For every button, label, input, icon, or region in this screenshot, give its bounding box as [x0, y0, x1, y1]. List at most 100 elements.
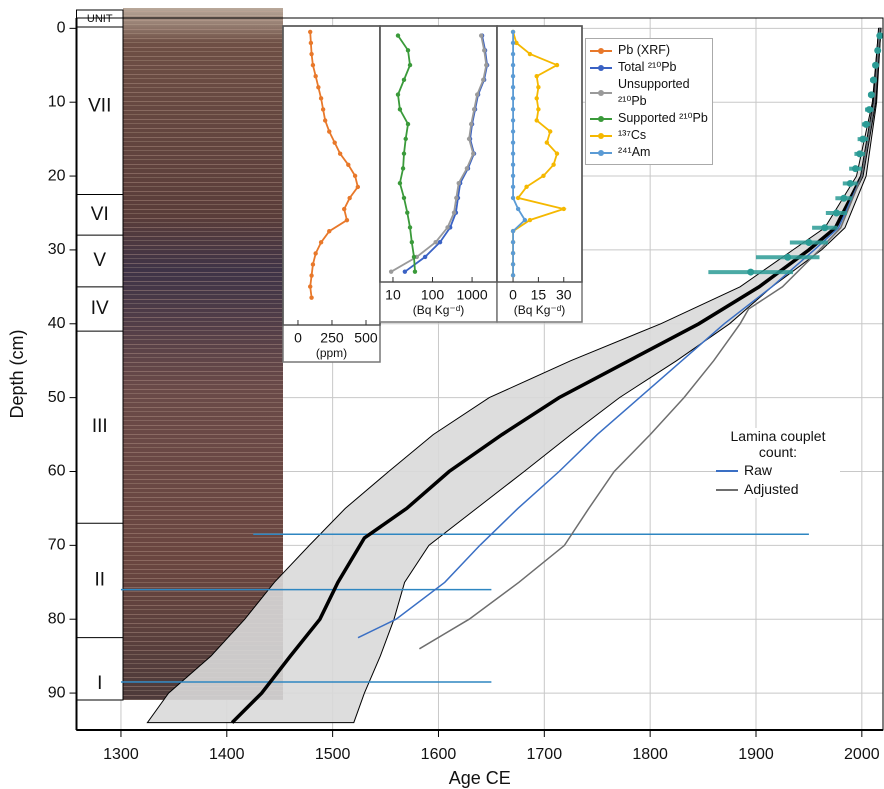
legend-swatch	[590, 50, 612, 52]
age-point	[872, 62, 879, 69]
profile-point	[309, 52, 313, 56]
y-tick-label: 30	[48, 241, 66, 258]
legend-item: Adjusted	[716, 481, 840, 498]
legend-label: ²⁴¹Am	[618, 144, 650, 161]
legend-item: ¹³⁷Cs	[590, 127, 708, 144]
y-tick-label: 20	[48, 167, 66, 184]
unit-column	[77, 18, 124, 700]
profile-point	[548, 129, 552, 133]
legend-item: Supported ²¹⁰Pb	[590, 110, 708, 127]
inset-axis-label: (Bq Kg⁻ᵈ)	[514, 303, 566, 317]
unit-header: UNIT	[87, 13, 113, 25]
inset-tick-label: 1000	[456, 287, 487, 303]
age-point	[821, 224, 828, 231]
profile-point	[327, 129, 331, 133]
profile-point	[396, 33, 400, 37]
legend-label: Unsupported ²¹⁰Pb	[618, 76, 708, 110]
profile-point	[433, 240, 437, 244]
y-tick-label: 0	[57, 20, 66, 37]
unit-label: II	[94, 569, 105, 590]
profile-point	[511, 273, 515, 277]
profile-point	[406, 122, 410, 126]
legend-item: ²⁴¹Am	[590, 144, 708, 161]
inset-tick-label: 15	[531, 287, 547, 303]
legend-label: Pb (XRF)	[618, 42, 670, 59]
legend-swatch	[590, 118, 612, 120]
profile-point	[412, 255, 416, 259]
profile-point	[471, 151, 475, 155]
y-tick-label: 60	[48, 463, 66, 480]
profile-point	[535, 96, 539, 100]
inset-panel	[380, 26, 497, 322]
profile-point	[345, 218, 349, 222]
profile-point	[319, 240, 323, 244]
unit-label: I	[97, 673, 102, 694]
legend-title: Lamina couplet count:	[716, 428, 840, 460]
profile-point	[511, 174, 515, 178]
profile-point	[406, 48, 410, 52]
x-tick-label: 1900	[738, 746, 774, 763]
profile-point	[562, 207, 566, 211]
profile-point	[481, 78, 485, 82]
y-tick-label: 50	[48, 389, 66, 406]
profile-point	[545, 140, 549, 144]
profile-point	[311, 63, 315, 67]
profile-point	[313, 74, 317, 78]
profile-point	[413, 269, 417, 273]
profile-point	[338, 152, 342, 156]
profile-point	[438, 240, 442, 244]
profile-point	[308, 284, 312, 288]
profile-point	[511, 30, 515, 34]
profile-point	[511, 107, 515, 111]
age-point	[856, 150, 863, 157]
profile-point	[511, 185, 515, 189]
profile-point	[309, 295, 313, 299]
profile-point	[511, 85, 515, 89]
profile-point	[511, 240, 515, 244]
profile-point	[347, 196, 351, 200]
profile-point	[398, 107, 402, 111]
profile-point	[319, 96, 323, 100]
age-point	[784, 254, 791, 261]
legend-swatch	[590, 92, 612, 94]
profile-point	[511, 52, 515, 56]
profile-point	[524, 185, 528, 189]
profile-point	[445, 225, 449, 229]
y-tick-label: 80	[48, 610, 66, 627]
legend-label: ¹³⁷Cs	[618, 127, 646, 144]
x-tick-label: 2000	[844, 746, 880, 763]
profile-point	[408, 63, 412, 67]
profile-point	[516, 207, 520, 211]
age-point	[840, 195, 847, 202]
legend-label: Total ²¹⁰Pb	[618, 59, 677, 76]
inset-tick-label: 250	[320, 330, 344, 346]
unit-label: VII	[88, 95, 111, 116]
legend-item: Unsupported ²¹⁰Pb	[590, 76, 708, 110]
profile-point	[535, 74, 539, 78]
unit-label: VI	[91, 204, 109, 225]
x-axis-label: Age CE	[449, 768, 511, 788]
profile-point	[309, 273, 313, 277]
profile-point	[472, 107, 476, 111]
legend-swatch	[716, 489, 738, 491]
profile-point	[516, 196, 520, 200]
profile-point	[405, 210, 409, 214]
profile-point	[332, 140, 336, 144]
legend-label: Supported ²¹⁰Pb	[618, 110, 708, 127]
profile-point	[484, 63, 488, 67]
profile-point	[402, 196, 406, 200]
age-point	[866, 106, 873, 113]
legend-item: Pb (XRF)	[590, 42, 708, 59]
age-point	[747, 269, 754, 276]
profile-point	[511, 196, 515, 200]
profile-point	[308, 30, 312, 34]
profile-point	[396, 92, 400, 96]
age-point	[805, 239, 812, 246]
profile-point	[511, 63, 515, 67]
profile-point	[401, 166, 405, 170]
profile-point	[342, 207, 346, 211]
profile-point	[535, 118, 539, 122]
inset-tick-label: 10	[385, 287, 401, 303]
profile-point	[403, 269, 407, 273]
